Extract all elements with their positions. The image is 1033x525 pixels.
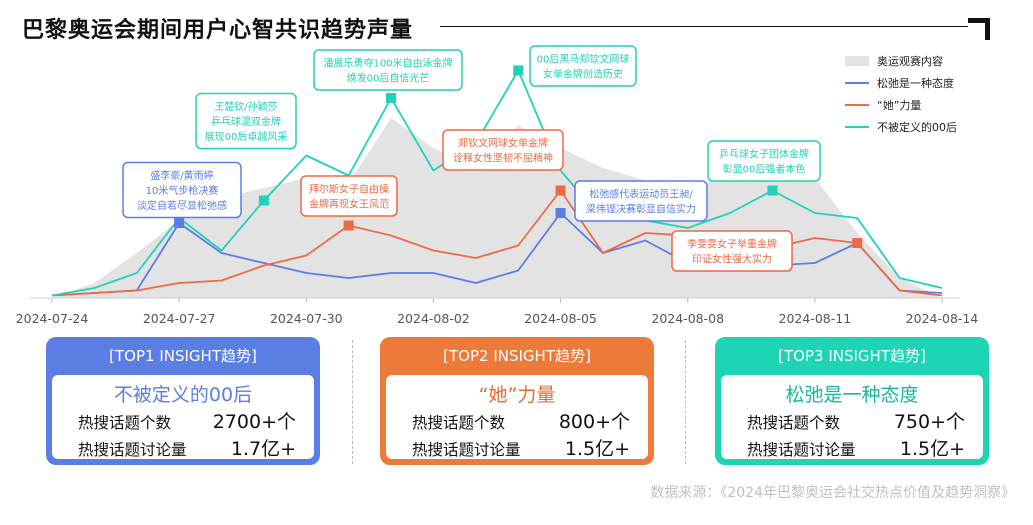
- insight-card-top3: [TOP3 INSIGHT趋势] 松弛是一种态度 热搜话题个数 750+个 热搜…: [715, 337, 989, 465]
- x-tick-label: 2024-08-02: [397, 311, 470, 326]
- annotation-text: 金牌再现女王风范: [309, 198, 389, 211]
- legend-label: 不被定义的00后: [877, 121, 957, 134]
- data-marker: [386, 93, 397, 103]
- annotation-text: 盛李豪/黄雨婷: [150, 169, 213, 182]
- legend-swatch-area: [845, 56, 869, 66]
- title-rule: [440, 26, 968, 27]
- annotation-text: 拜尔斯女子自由操: [309, 183, 389, 196]
- annotation-box: [442, 129, 564, 171]
- card-body: “她”力量 热搜话题个数 800+个 热搜话题讨论量 1.5亿+: [384, 373, 650, 461]
- annotation-text: 郑钦文网球女单金牌: [458, 137, 548, 150]
- card-row-value: 800+个: [558, 411, 630, 433]
- annotation-box: [195, 92, 297, 150]
- source-note: 数据来源：《2024年巴黎奥运会社交热点价值及趋势洞察》: [650, 485, 1015, 501]
- card-header: [TOP3 INSIGHT趋势]: [778, 347, 926, 365]
- annotation-text: 00后黑马郑钦文网球: [537, 53, 630, 66]
- card-insight: “她”力量: [478, 384, 556, 406]
- card-header: [TOP1 INSIGHT趋势]: [109, 347, 257, 365]
- card-row: 热搜话题个数 800+个: [386, 407, 648, 434]
- annotation-box: [671, 230, 793, 272]
- x-tick-label: 2024-08-14: [906, 311, 979, 326]
- annotation-text: 彰显00后强者本色: [723, 163, 806, 176]
- card-row: 热搜话题个数 750+个: [721, 407, 983, 434]
- annotation-box: [574, 180, 708, 222]
- card-row-value: 1.5亿+: [564, 438, 630, 460]
- annotation-text: 李雯雯女子举重金牌: [687, 238, 777, 251]
- legend-label: “她”力量: [877, 99, 922, 112]
- series-line-2: [51, 189, 943, 297]
- card-body: 不被定义的00后 热搜话题个数 2700+个 热搜话题讨论量 1.7亿+: [50, 373, 316, 461]
- card-row-value: 750+个: [893, 411, 965, 433]
- data-marker: [258, 195, 269, 206]
- data-marker: [174, 218, 185, 228]
- legend-swatch-line: [845, 82, 869, 84]
- insight-card-top1: [TOP1 INSIGHT趋势] 不被定义的00后 热搜话题个数 2700+个 …: [46, 337, 320, 465]
- page-title: 巴黎奥运会期间用户心智共识趋势声量: [22, 18, 414, 43]
- series-line-3: [51, 69, 943, 297]
- annotation-text: 王楚钦/孙颖莎: [214, 100, 277, 113]
- annotation-box: [300, 175, 398, 217]
- legend-label: 松弛是一种态度: [877, 77, 954, 90]
- data-marker: [852, 238, 863, 248]
- annotation-box: [707, 140, 821, 182]
- data-marker: [343, 220, 354, 231]
- card-body: 松弛是一种态度 热搜话题个数 750+个 热搜话题讨论量 1.5亿+: [719, 373, 985, 461]
- annotation-box: [529, 45, 637, 87]
- card-row: 热搜话题讨论量 1.5亿+: [386, 434, 648, 461]
- card-row: 热搜话题讨论量 1.7亿+: [52, 434, 314, 461]
- legend-item: “她”力量: [845, 94, 957, 116]
- x-tick-label: 2024-08-05: [524, 311, 597, 326]
- x-tick-label: 2024-07-24: [16, 311, 89, 326]
- corner-mark: [968, 18, 990, 40]
- data-marker: [555, 208, 566, 218]
- trend-chart: 2024-07-24 2024-07-27 2024-07-30 2024-08-02…: [16, 45, 979, 326]
- legend-swatch-line: [845, 126, 869, 128]
- card-header: [TOP2 INSIGHT趋势]: [443, 347, 591, 365]
- card-divider: [352, 340, 353, 464]
- x-tick-label: 2024-07-27: [143, 311, 216, 326]
- legend-item: 松弛是一种态度: [845, 72, 957, 94]
- card-insight: 松弛是一种态度: [785, 384, 919, 406]
- legend: 奥运观赛内容 松弛是一种态度 “她”力量 不被定义的00后: [845, 50, 957, 138]
- annotation-text: 10米气步枪决赛: [146, 184, 219, 197]
- annotation-box: [313, 49, 463, 91]
- card-row-label: 热搜话题个数: [747, 414, 841, 432]
- annotation-text: 诠释女性坚韧不屈精神: [453, 152, 553, 165]
- card-row: 热搜话题个数 2700+个: [52, 407, 314, 434]
- annotation-text: 淡定自若尽显松弛感: [137, 199, 227, 212]
- annotation-text: 梁伟铿决赛彰显自信实力: [586, 203, 696, 216]
- card-insight: 不被定义的00后: [113, 384, 253, 406]
- x-tick-label: 2024-08-11: [779, 311, 852, 326]
- legend-item: 不被定义的00后: [845, 116, 957, 138]
- card-row-value: 1.7亿+: [230, 438, 296, 460]
- series-line-1: [51, 212, 943, 297]
- data-marker: [555, 185, 566, 196]
- annotation-text: 焕发00后自信光芒: [347, 72, 430, 85]
- annotation-text: 松弛感代表运动员王昶/: [589, 188, 693, 201]
- card-divider: [685, 340, 686, 464]
- annotation-text: 展现00后卓越风采: [205, 130, 288, 143]
- annotation-text: 潘展乐勇夺100米自由泳金牌: [323, 57, 452, 70]
- annotation-box: [122, 161, 242, 219]
- card-row: 热搜话题讨论量 1.5亿+: [721, 434, 983, 461]
- card-row-value: 2700+个: [212, 411, 296, 433]
- annotation-text: 乒乓球混双金牌: [211, 115, 281, 128]
- x-tick-label: 2024-07-30: [270, 311, 343, 326]
- x-tick-label: 2024-08-08: [651, 311, 724, 326]
- card-row-label: 热搜话题讨论量: [412, 441, 521, 459]
- data-marker: [513, 65, 524, 76]
- legend-item: 奥运观赛内容: [845, 50, 957, 72]
- legend-swatch-line: [845, 104, 869, 106]
- card-row-label: 热搜话题个数: [412, 414, 506, 432]
- card-row-label: 热搜话题讨论量: [78, 441, 187, 459]
- legend-label: 奥运观赛内容: [877, 55, 943, 68]
- annotation-text: 乒乓球女子团体金牌: [719, 148, 809, 161]
- card-row-label: 热搜话题讨论量: [747, 441, 856, 459]
- card-row-label: 热搜话题个数: [78, 414, 172, 432]
- annotation-text: 女单金牌创造历史: [543, 68, 623, 81]
- card-row-value: 1.5亿+: [899, 438, 965, 460]
- data-marker: [767, 185, 778, 196]
- annotation-text: 印证女性强大实力: [692, 253, 772, 266]
- insight-card-top2: [TOP2 INSIGHT趋势] “她”力量 热搜话题个数 800+个 热搜话题…: [380, 337, 654, 465]
